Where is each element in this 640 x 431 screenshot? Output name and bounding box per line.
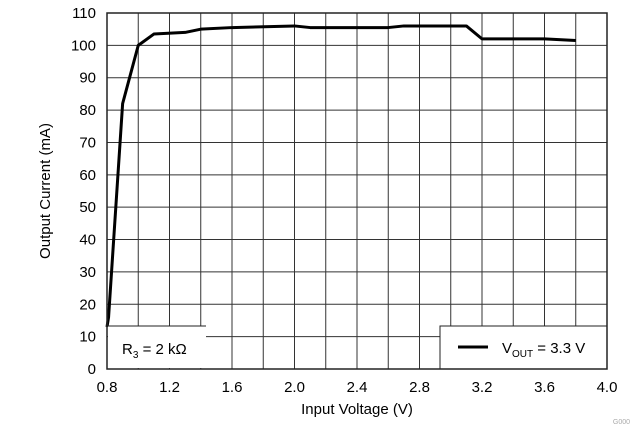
y-tick-label: 10 [79, 329, 96, 346]
y-tick-label: 110 [72, 5, 96, 22]
x-tick-label: 2.4 [347, 379, 368, 396]
x-tick-label: 4.0 [597, 379, 618, 396]
figure-id: G000 [613, 419, 630, 426]
x-tick-label: 2.8 [409, 379, 430, 396]
legend: VOUT = 3.3 V [440, 326, 607, 369]
y-tick-label: 70 [79, 134, 96, 151]
annotation-box: R3 = 2 kΩ [108, 326, 206, 368]
y-axis-label: Output Current (mA) [37, 123, 54, 259]
y-tick-label: 30 [79, 264, 96, 281]
y-tick-label: 20 [79, 296, 96, 313]
series-layer [107, 26, 576, 327]
x-tick-label: 1.6 [222, 379, 243, 396]
series-line [107, 26, 576, 327]
x-tick-label: 3.2 [472, 379, 493, 396]
y-tick-label: 50 [79, 199, 96, 216]
y-tick-label: 90 [79, 70, 96, 87]
y-tick-label: 0 [88, 361, 96, 378]
grid [107, 13, 607, 369]
y-tick-label: 60 [79, 167, 96, 184]
x-tick-label: 3.6 [534, 379, 555, 396]
y-tick-label: 40 [79, 232, 96, 249]
y-tick-label: 100 [71, 37, 96, 54]
x-tick-label: 0.8 [97, 379, 118, 396]
x-tick-label: 2.0 [284, 379, 305, 396]
x-axis-label: Input Voltage (V) [301, 401, 413, 418]
x-tick-label: 1.2 [159, 379, 180, 396]
y-tick-labels: 0 10 20 30 40 50 60 70 80 90 100 110 [71, 5, 96, 378]
y-tick-label: 80 [79, 102, 96, 119]
x-tick-labels: 0.8 1.2 1.6 2.0 2.4 2.8 3.2 3.6 4.0 [97, 379, 618, 396]
